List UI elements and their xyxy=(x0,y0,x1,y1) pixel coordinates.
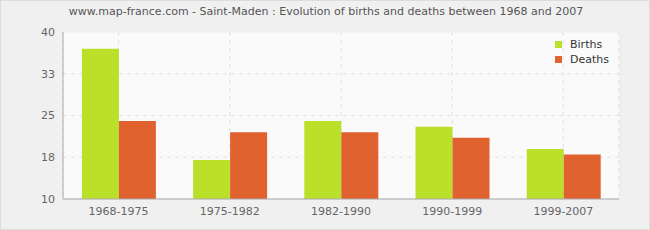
svg-text:1982-1990: 1982-1990 xyxy=(311,205,371,218)
svg-text:33: 33 xyxy=(41,68,55,81)
svg-text:18: 18 xyxy=(41,151,55,164)
svg-text:1968-1975: 1968-1975 xyxy=(89,205,149,218)
svg-text:25: 25 xyxy=(41,109,55,122)
svg-text:1990-1999: 1990-1999 xyxy=(422,205,482,218)
html-text:Births: Births xyxy=(570,38,603,51)
svg-text:10: 10 xyxy=(41,193,55,206)
svg-text:1975-1982: 1975-1982 xyxy=(200,205,260,218)
svg-text:1999-2007: 1999-2007 xyxy=(533,205,593,218)
svg-text:40: 40 xyxy=(41,26,55,39)
html-text:www.map-france.com - Saint-Mad: www.map-france.com - Saint-Maden : Evolu… xyxy=(68,5,584,18)
html-text:Deaths: Deaths xyxy=(570,53,609,66)
